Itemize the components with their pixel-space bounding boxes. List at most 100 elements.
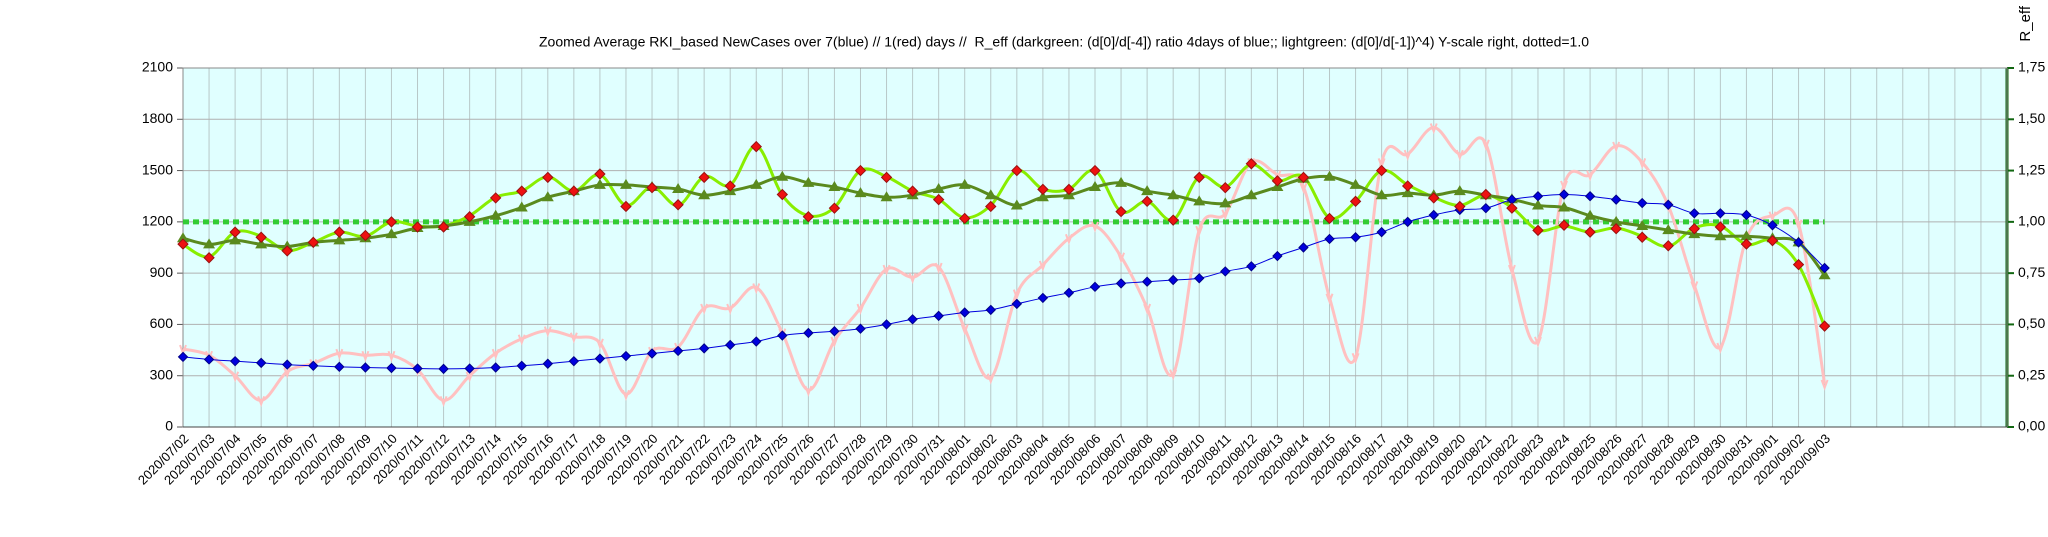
marker-triangle bbox=[385, 228, 398, 239]
marker-diamond bbox=[1428, 209, 1439, 221]
marker-diamond bbox=[1688, 222, 1701, 235]
marker-diamond bbox=[516, 185, 528, 197]
marker-diamond bbox=[1115, 278, 1127, 289]
marker-diamond bbox=[803, 327, 814, 339]
marker-diamond bbox=[386, 362, 397, 374]
marker-triangle bbox=[1558, 201, 1571, 212]
marker-diamond bbox=[385, 216, 398, 228]
marker-tick bbox=[543, 326, 552, 338]
y-tick-label: 900 bbox=[150, 264, 174, 280]
marker-diamond bbox=[724, 339, 736, 351]
marker-triangle bbox=[1245, 189, 1258, 200]
marker-triangle bbox=[854, 187, 867, 198]
marker-triangle bbox=[1349, 178, 1362, 189]
marker-diamond bbox=[1715, 208, 1726, 219]
marker-diamond bbox=[1402, 216, 1413, 228]
marker-diamond bbox=[646, 348, 658, 359]
marker-diamond bbox=[672, 345, 684, 357]
marker-diamond bbox=[1428, 192, 1440, 204]
marker-tick bbox=[1221, 209, 1230, 221]
marker-diamond bbox=[776, 188, 789, 201]
marker-tick bbox=[752, 283, 761, 295]
marker-diamond bbox=[1011, 298, 1023, 310]
marker-tick bbox=[1586, 170, 1595, 182]
marker-triangle bbox=[1115, 176, 1128, 187]
marker-tick bbox=[1091, 221, 1099, 233]
marker-diamond bbox=[1245, 158, 1258, 170]
marker-tick bbox=[934, 262, 943, 274]
marker-diamond bbox=[620, 200, 632, 213]
marker-tick bbox=[517, 334, 526, 346]
marker-diamond bbox=[933, 310, 944, 322]
marker-tick bbox=[1143, 303, 1152, 315]
marker-diamond bbox=[1376, 226, 1387, 238]
marker-diamond bbox=[229, 226, 241, 238]
marker-diamond bbox=[985, 304, 996, 316]
marker-tick bbox=[1716, 342, 1725, 354]
marker-triangle bbox=[1010, 199, 1023, 210]
marker-tick bbox=[856, 303, 865, 315]
marker-diamond bbox=[1037, 292, 1049, 304]
marker-tick bbox=[257, 395, 266, 408]
marker-diamond bbox=[594, 353, 606, 364]
marker-triangle bbox=[698, 189, 711, 200]
y2-tick-label: 1,50 bbox=[2018, 110, 2045, 126]
marker-diamond bbox=[308, 360, 319, 372]
marker-diamond bbox=[1741, 209, 1752, 221]
marker-diamond bbox=[1636, 231, 1648, 243]
marker-triangle bbox=[1584, 209, 1597, 220]
marker-diamond bbox=[464, 363, 475, 374]
marker-diamond bbox=[985, 200, 997, 213]
chart-title: Zoomed Average RKI_based NewCases over 7… bbox=[539, 34, 1589, 50]
marker-tick bbox=[1351, 352, 1360, 365]
marker-triangle bbox=[932, 183, 945, 194]
marker-diamond bbox=[1167, 214, 1179, 226]
marker-diamond bbox=[1193, 171, 1205, 184]
marker-diamond bbox=[1793, 237, 1804, 248]
marker-diamond bbox=[282, 359, 293, 370]
marker-triangle bbox=[1323, 170, 1336, 181]
marker-triangle bbox=[1036, 191, 1049, 202]
marker-triangle bbox=[333, 234, 346, 245]
marker-diamond bbox=[1167, 274, 1179, 286]
y2-tick-label: 0,25 bbox=[2018, 366, 2045, 382]
marker-tick bbox=[1169, 369, 1178, 381]
marker-diamond bbox=[620, 350, 632, 362]
marker-diamond bbox=[1766, 234, 1779, 247]
marker-triangle bbox=[1401, 187, 1414, 198]
marker-diamond bbox=[489, 192, 502, 204]
marker-tick bbox=[882, 264, 891, 276]
marker-diamond bbox=[1689, 208, 1700, 219]
marker-tick bbox=[700, 303, 709, 315]
marker-diamond bbox=[777, 330, 788, 341]
marker-tick bbox=[1325, 293, 1334, 305]
marker-triangle bbox=[541, 191, 554, 202]
marker-tick bbox=[231, 371, 240, 383]
marker-tick bbox=[1117, 252, 1125, 264]
marker-diamond bbox=[359, 229, 372, 242]
marker-diamond bbox=[1767, 220, 1778, 231]
marker-diamond bbox=[1272, 250, 1283, 262]
marker-diamond bbox=[880, 171, 893, 184]
marker-tick bbox=[1455, 149, 1464, 162]
marker-diamond bbox=[1323, 212, 1336, 225]
marker-diamond bbox=[333, 226, 346, 238]
marker-diamond bbox=[203, 354, 215, 365]
marker-diamond bbox=[307, 236, 319, 249]
series-line bbox=[182, 174, 1826, 277]
marker-diamond bbox=[177, 238, 189, 250]
marker-triangle bbox=[1193, 195, 1206, 206]
marker-triangle bbox=[672, 183, 685, 194]
marker-diamond bbox=[646, 181, 658, 194]
marker-tick bbox=[1038, 260, 1047, 272]
marker-diamond bbox=[1220, 266, 1231, 277]
marker-diamond bbox=[906, 185, 919, 197]
marker-tick bbox=[1612, 141, 1621, 153]
marker-diamond bbox=[1246, 261, 1257, 272]
marker-triangle bbox=[1636, 219, 1649, 230]
marker-tick bbox=[569, 332, 578, 344]
marker-diamond bbox=[1818, 320, 1831, 332]
marker-diamond bbox=[855, 323, 866, 334]
marker-diamond bbox=[542, 171, 554, 184]
marker-triangle bbox=[1610, 215, 1623, 226]
